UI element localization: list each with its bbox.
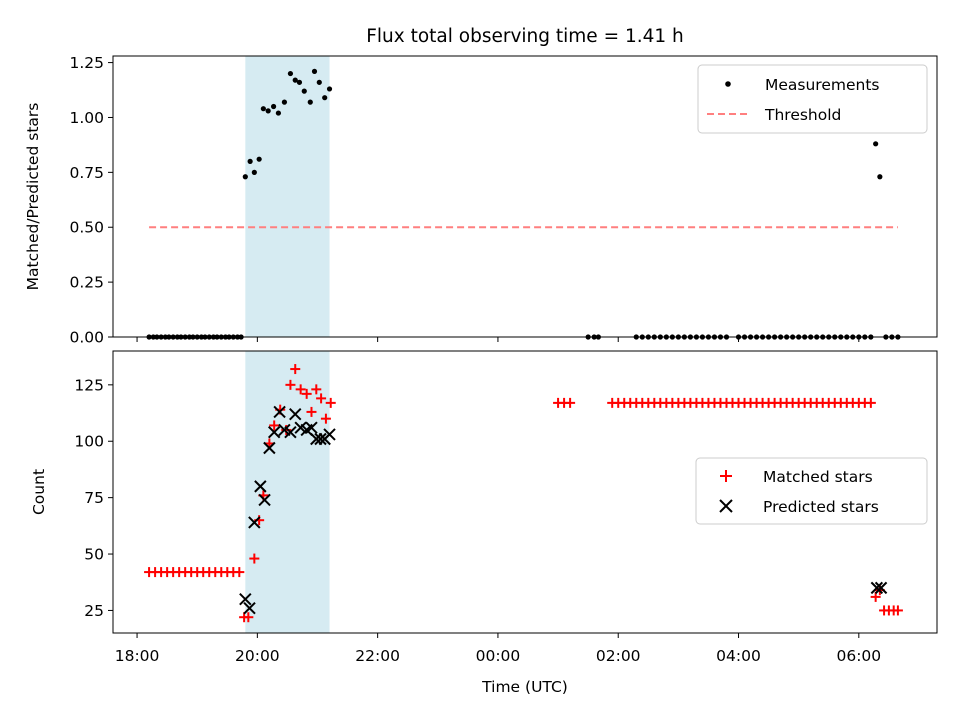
top-panel: 0.00 0.25 0.50 0.75 1.00 1.25 Matched/Predict… [24,54,938,347]
chart-title: Flux total observing time = 1.41 h [366,26,684,47]
legend-threshold-label: Threshold [764,106,841,124]
matched-star-point [295,384,306,395]
legend-matched-label: Matched stars [763,468,873,486]
bottom-panel-shaded-span [245,351,330,633]
bottom-panel: 25 50 75 100 125 18:00 20:00 22:00 00:00 02:00 04… [30,350,938,696]
legend-measurements-label: Measurements [765,76,880,94]
predicted-star-point [289,407,302,421]
y-tick-label: 50 [84,546,104,564]
matched-star-point [865,397,876,408]
predicted-star-point [314,432,327,446]
legend-predicted-label: Predicted stars [763,498,879,516]
bottom-y-axis-ticks: 25 50 75 100 125 [74,376,113,620]
matched-star-point [301,388,312,399]
y-tick-label: 0.25 [69,274,104,292]
predicted-star-point [243,601,256,615]
top-x-axis-ticks [136,337,860,342]
measurement-points [146,68,901,340]
predicted-star-point [284,426,297,439]
matched-star-point [892,605,903,616]
y-tick-label: 125 [74,376,104,394]
measurement-point [260,106,266,112]
measurement-point [270,103,277,110]
top-panel-frame [112,55,938,338]
bottom-legend-box [695,457,928,525]
matched-star-point [243,612,254,623]
top-legend-box [697,64,928,134]
bottom-legend: Matched stars Predicted stars [695,457,928,525]
measurement-point [316,79,322,85]
predicted-star-point [874,581,888,595]
legend-measurements-marker [725,81,731,87]
measurement-point [251,169,257,175]
predicted-star-point [273,405,286,419]
measurement-point [247,158,253,164]
measurement-point [311,68,318,74]
x-tick-label: 02:00 [596,647,641,665]
measurement-point [326,86,333,92]
matched-star-point [565,397,576,408]
top-y-axis-ticks: 0.00 0.25 0.50 0.75 1.00 1.25 [69,54,113,347]
y-tick-label: 25 [84,602,104,620]
x-tick-label: 04:00 [716,647,761,665]
matched-star-point [249,553,260,564]
measurement-point [256,156,262,162]
y-tick-label: 1.25 [69,54,104,72]
predicted-star-point [870,581,884,595]
measurement-point [292,77,298,83]
matched-star-point [325,397,336,408]
predicted-star-point [323,428,336,441]
y-tick-label: 0.50 [69,219,104,237]
bottom-panel-frame [112,350,938,634]
predicted-stars-points [239,405,888,615]
measurement-point [322,95,328,101]
predicted-star-point [258,493,271,507]
matched-star-point [269,420,280,431]
x-tick-label: 00:00 [476,647,521,665]
measurement-point [265,108,271,114]
matched-stars-points [144,364,903,623]
top-legend: Measurements Threshold [697,64,928,134]
predicted-star-point [305,421,318,434]
matched-star-point [316,393,327,404]
measurement-point [275,110,282,116]
predicted-star-point [254,480,267,493]
matched-star-point [870,591,881,602]
matched-star-point [285,379,296,390]
x-tick-label: 18:00 [115,647,160,665]
measurement-point [873,141,879,147]
x-tick-label: 20:00 [235,647,280,665]
y-tick-label: 75 [84,489,104,507]
predicted-star-point [248,516,261,529]
bottom-x-axis-ticks: 18:00 20:00 22:00 00:00 02:00 04:00 06:00 [115,633,881,665]
matched-star-point [234,567,245,578]
measurement-point [281,99,288,105]
bottom-y-axis-label: Count [30,469,48,515]
y-tick-label: 0.75 [69,164,104,182]
top-panel-shaded-span [245,56,330,337]
legend-predicted-marker [719,499,733,513]
predicted-star-point [267,426,281,439]
measurement-point [242,174,248,180]
matched-star-point [311,384,322,395]
measurement-point [296,79,303,85]
x-axis-label: Time (UTC) [481,678,568,696]
predicted-star-point [263,441,276,455]
legend-matched-marker [720,470,732,482]
x-tick-label: 22:00 [355,647,400,665]
measurement-point [307,99,313,105]
y-tick-label: 100 [74,433,104,451]
y-tick-label: 0.00 [69,329,104,347]
measurement-point [877,174,883,180]
y-tick-label: 1.00 [69,109,104,127]
matched-star-point [320,413,331,424]
top-y-axis-label: Matched/Predicted stars [24,103,42,291]
matched-star-point [306,406,317,417]
measurement-point [301,88,307,94]
measurement-point [287,70,294,77]
matched-star-point [290,364,301,375]
x-tick-label: 06:00 [836,647,881,665]
predicted-star-point [239,592,252,606]
